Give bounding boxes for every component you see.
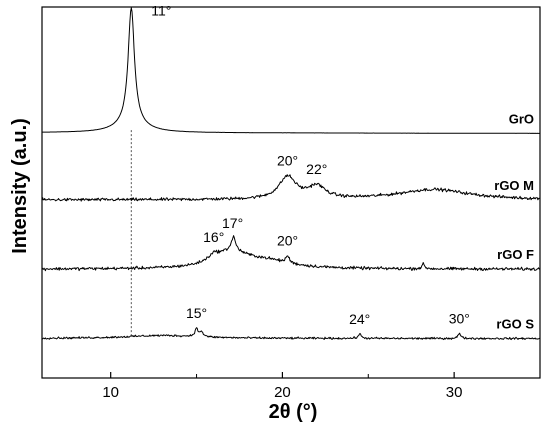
series-line-1 xyxy=(42,7,541,134)
peak-label-4-2: 24° xyxy=(349,311,370,327)
x-axis-title: 2θ (°) xyxy=(269,401,318,423)
x-tick-label-30: 30 xyxy=(446,384,463,401)
series-line-3 xyxy=(41,235,541,272)
peak-label-3-1: 16° xyxy=(203,229,224,245)
peak-label-4-1: 15° xyxy=(186,305,207,321)
y-axis-title: Intensity (a.u.) xyxy=(9,118,31,254)
peak-label-1-1: 11° xyxy=(151,3,171,19)
peak-label-4-3: 30° xyxy=(449,310,470,326)
peak-label-3-3: 20° xyxy=(277,233,298,249)
series-line-4 xyxy=(41,327,540,341)
series-label-4: rGO S xyxy=(496,317,534,332)
plot-frame xyxy=(41,6,541,379)
series-line-2 xyxy=(41,174,541,202)
peak-label-3-2: 17° xyxy=(222,215,243,231)
peak-label-2-2: 22° xyxy=(306,161,327,177)
x-tick-label-20: 20 xyxy=(274,384,291,401)
series-label-1: GrO xyxy=(509,111,534,126)
plot-area: GrO 11° rGO M 20° 22° rGO F 16°17° 20° rGO S 15° 2… xyxy=(41,3,541,401)
series-label-2: rGO M xyxy=(494,178,534,193)
series-label-3: rGO F xyxy=(497,247,534,262)
x-tick-label-10: 10 xyxy=(102,384,119,401)
peak-label-2-1: 20° xyxy=(277,152,298,168)
